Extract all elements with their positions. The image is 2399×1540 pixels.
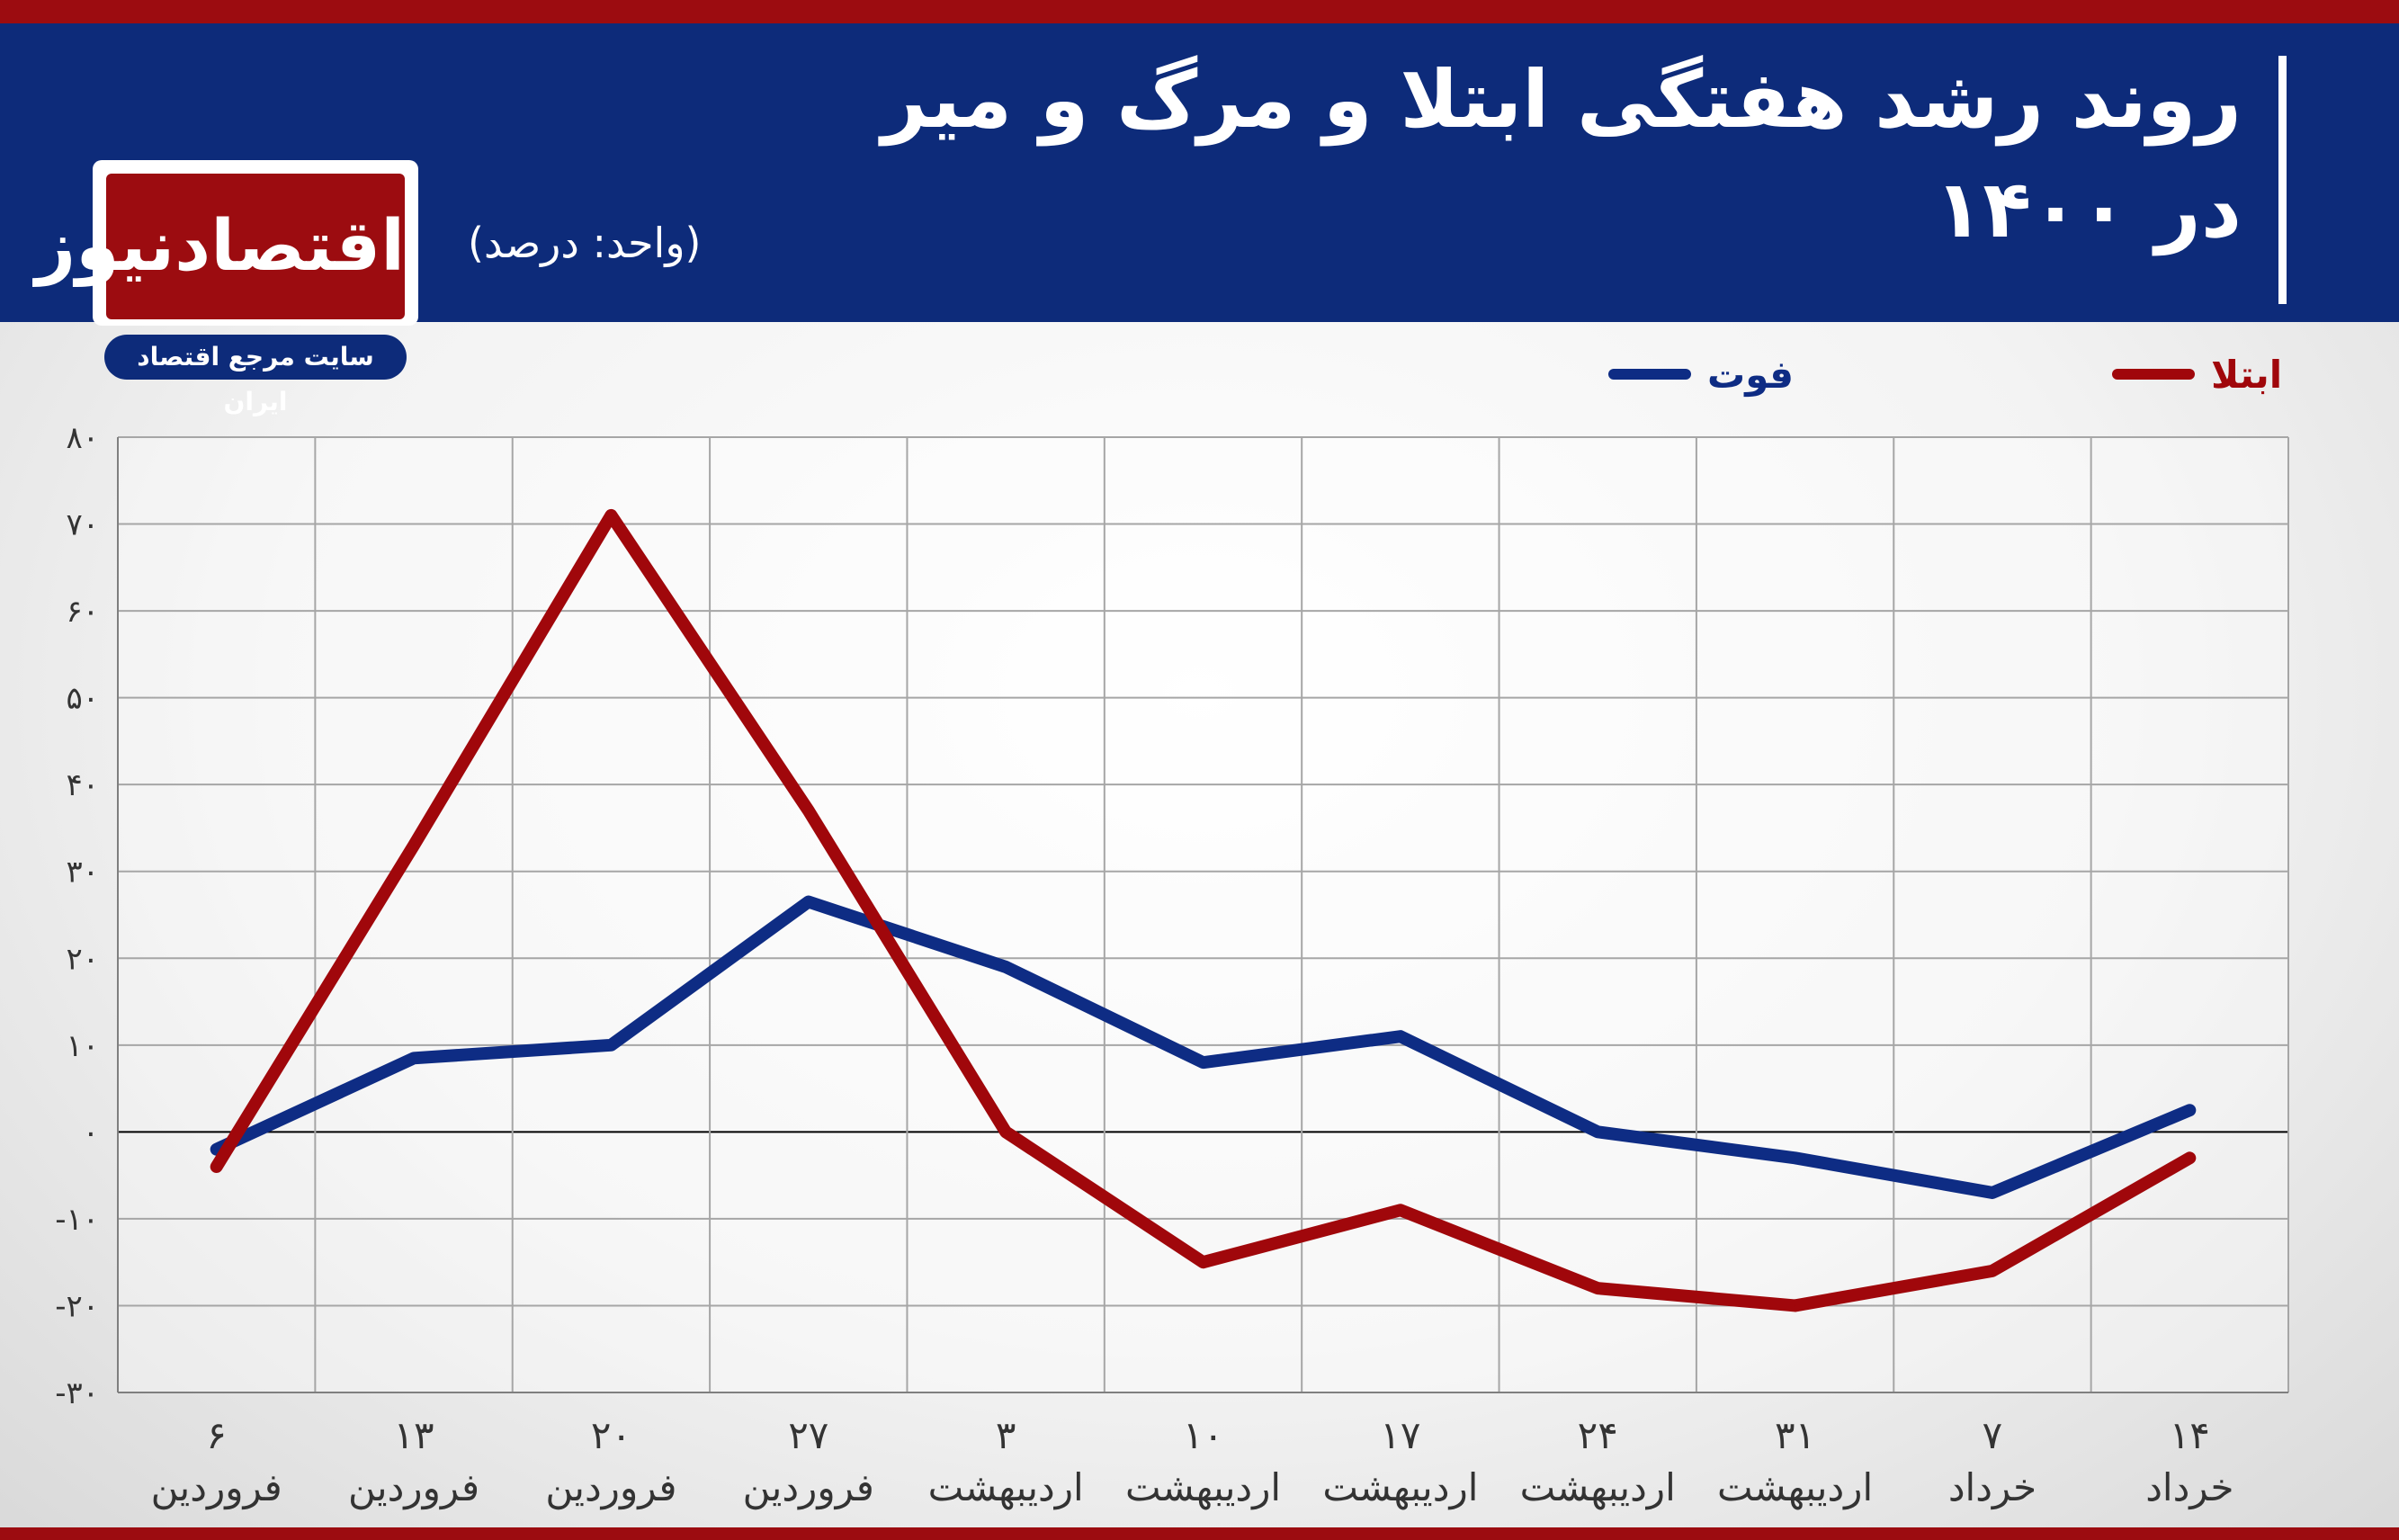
y-tick-label: ۶۰: [66, 594, 99, 630]
x-tick-label-day: ۷: [1983, 1413, 2003, 1457]
y-tick-label: -۳۰: [55, 1375, 99, 1411]
title-line-2: در ۱۴۰۰: [1934, 163, 2242, 255]
data-point: [1399, 1209, 1401, 1212]
x-tick-label-month: فروردین: [348, 1465, 479, 1509]
y-tick-label: ۰: [83, 1115, 99, 1151]
data-point: [2189, 1109, 2191, 1112]
y-tick-label: ۱۰: [66, 1028, 99, 1064]
x-tick-label-month: فروردین: [743, 1465, 874, 1509]
y-tick-label: ۲۰: [66, 941, 99, 977]
x-tick-label-month: فروردین: [151, 1465, 282, 1509]
data-point: [1597, 1287, 1599, 1290]
data-point: [1597, 1131, 1599, 1133]
logo-tagline: سایت مرجع اقتصاد ایران: [104, 335, 407, 416]
x-tick-label-day: ۱۴: [2170, 1413, 2210, 1457]
logo: اقتصادنیوز: [35, 174, 405, 319]
title-line-1: روند رشد هفتگی ابتلا و مرگ و میر: [881, 53, 2242, 146]
legend-swatch: [2112, 369, 2195, 380]
x-tick-label-month: اردیبهشت: [928, 1465, 1084, 1510]
plot-area: [118, 437, 2288, 1392]
data-point: [1991, 1191, 1993, 1194]
data-point: [1399, 1035, 1401, 1038]
legend-label: فوت: [1707, 352, 1795, 397]
data-point: [1991, 1269, 1993, 1272]
legend-label: ابتلا: [2211, 352, 2283, 397]
data-point: [413, 844, 416, 846]
x-tick-label-month: فروردین: [545, 1465, 676, 1509]
y-tick-label: ۵۰: [66, 681, 99, 717]
x-tick-label-day: ۶: [206, 1413, 227, 1457]
x-tick-label-month: اردیبهشت: [1125, 1465, 1281, 1510]
x-tick-label-day: ۳: [996, 1413, 1016, 1457]
data-point: [807, 900, 810, 903]
x-tick-label-month: اردیبهشت: [1520, 1465, 1676, 1510]
data-point: [215, 1165, 218, 1168]
x-tick-label-day: ۲۰: [591, 1413, 631, 1457]
x-tick-label-day: ۱۷: [1380, 1413, 1420, 1457]
top-stripe: [0, 0, 2399, 23]
data-point: [1005, 1131, 1007, 1133]
unit-label: (واحد: درصد): [468, 219, 702, 267]
data-point: [215, 1148, 218, 1151]
bottom-stripe: [0, 1527, 2399, 1540]
data-point: [1794, 1157, 1796, 1159]
legend-item-infection: ابتلا: [2112, 349, 2282, 399]
x-tick-label-month: خرداد: [1948, 1465, 2036, 1509]
data-point: [610, 1043, 613, 1046]
data-point: [413, 1057, 416, 1060]
x-tick-label-month: اردیبهشت: [1717, 1465, 1873, 1510]
data-point: [1794, 1304, 1796, 1307]
y-tick-label: -۲۰: [55, 1288, 99, 1324]
x-tick-label-day: ۱۳: [393, 1413, 434, 1457]
page-title: روند رشد هفتگی ابتلا و مرگ و میر در ۱۴۰۰: [712, 45, 2242, 264]
x-tick-label-month: اردیبهشت: [1322, 1465, 1478, 1510]
y-tick-label: -۱۰: [55, 1202, 99, 1238]
data-point: [807, 810, 810, 812]
x-tick-label-day: ۳۱: [1775, 1413, 1815, 1457]
data-point: [610, 514, 613, 516]
x-tick-label-day: ۱۰: [1183, 1413, 1223, 1457]
data-point: [1202, 1261, 1204, 1264]
title-divider: [2278, 56, 2287, 304]
legend-swatch: [1608, 369, 1691, 380]
legend-item-death: فوت: [1608, 349, 1794, 399]
y-tick-label: ۳۰: [66, 855, 99, 891]
data-point: [1202, 1061, 1204, 1064]
y-tick-label: ۸۰: [66, 420, 99, 456]
y-tick-label: ۴۰: [66, 767, 99, 803]
data-point: [1005, 965, 1007, 968]
x-tick-label-month: خرداد: [2145, 1465, 2233, 1509]
x-tick-label-day: ۲۷: [788, 1413, 828, 1457]
x-tick-label-day: ۲۴: [1578, 1413, 1618, 1457]
data-point: [2189, 1157, 2191, 1159]
y-tick-label: ۷۰: [66, 507, 99, 543]
